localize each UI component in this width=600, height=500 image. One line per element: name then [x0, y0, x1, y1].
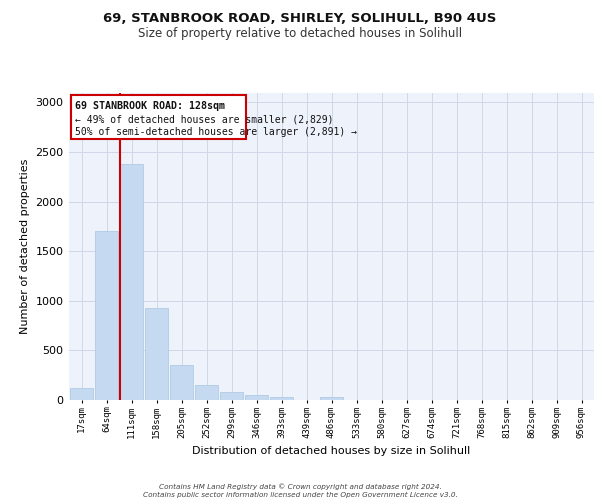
- FancyBboxPatch shape: [71, 96, 246, 139]
- Bar: [245, 394, 268, 400]
- Bar: [120, 164, 143, 400]
- Y-axis label: Number of detached properties: Number of detached properties: [20, 158, 30, 334]
- Text: 69 STANBROOK ROAD: 128sqm: 69 STANBROOK ROAD: 128sqm: [75, 101, 225, 111]
- Bar: [220, 392, 243, 400]
- Text: ← 49% of detached houses are smaller (2,829): ← 49% of detached houses are smaller (2,…: [75, 114, 333, 124]
- Bar: [70, 388, 93, 400]
- Bar: [170, 366, 193, 400]
- Text: 69, STANBROOK ROAD, SHIRLEY, SOLIHULL, B90 4US: 69, STANBROOK ROAD, SHIRLEY, SOLIHULL, B…: [103, 12, 497, 26]
- Text: 50% of semi-detached houses are larger (2,891) →: 50% of semi-detached houses are larger (…: [75, 126, 357, 136]
- Bar: [145, 308, 168, 400]
- Bar: [320, 397, 343, 400]
- Text: Size of property relative to detached houses in Solihull: Size of property relative to detached ho…: [138, 28, 462, 40]
- Bar: [270, 397, 293, 400]
- Bar: [95, 232, 118, 400]
- X-axis label: Distribution of detached houses by size in Solihull: Distribution of detached houses by size …: [193, 446, 470, 456]
- Bar: [195, 384, 218, 400]
- Text: Contains HM Land Registry data © Crown copyright and database right 2024.
Contai: Contains HM Land Registry data © Crown c…: [143, 484, 457, 498]
